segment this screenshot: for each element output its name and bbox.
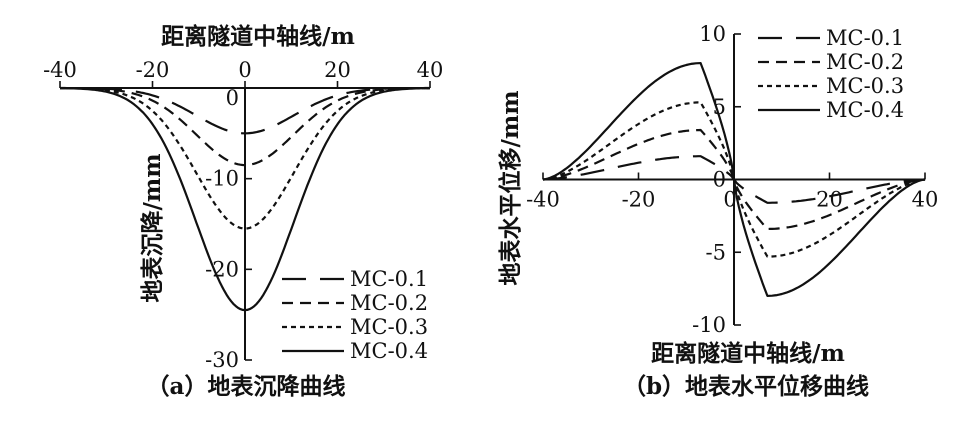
settlement-x-axis-title: 距离隧道中轴线/m: [161, 23, 355, 50]
displacement-series: [542, 62, 926, 297]
settlement-series-mc-0.4: [60, 87, 430, 312]
settlement-series-mc-0.1: [60, 86, 430, 135]
settlement-x-tick-label: 0: [238, 58, 251, 82]
settlement-x-tick-label: -40: [43, 58, 77, 82]
settlement-legend-label: MC-0.3: [350, 315, 428, 339]
displacement-y-axis-title: 地表水平位移/mm: [497, 90, 524, 285]
settlement-x-tick-label: 20: [324, 58, 351, 82]
displacement-x-tick-label: -40: [526, 188, 560, 212]
settlement-caption: （a）地表沉降曲线: [147, 373, 346, 400]
settlement-legend-label: MC-0.2: [350, 291, 428, 315]
settlement-ticks: -40 -20 0 20 400-10-20-30: [43, 58, 443, 372]
displacement-y-tick-label: 5: [713, 95, 726, 119]
settlement-y-tick-label: -30: [205, 348, 239, 372]
displacement-x-tick-label: 20: [816, 188, 843, 212]
settlement-x-tick-label: 40: [417, 58, 444, 82]
displacement-x-axis-title: 距离隧道中轴线/m: [651, 340, 845, 367]
settlement-y-tick-label: 0: [226, 86, 239, 110]
settlement-y-tick-label: -10: [205, 167, 239, 191]
displacement-y-tick-label: 10: [699, 22, 726, 46]
settlement-legend-label: MC-0.1: [350, 267, 428, 291]
displacement-legend-label: MC-0.3: [826, 74, 904, 98]
displacement-x-tick-label: -20: [622, 188, 656, 212]
displacement-legend-label: MC-0.2: [826, 50, 904, 74]
displacement-y-tick-label: -10: [692, 313, 726, 337]
displacement-legend-label: MC-0.1: [826, 26, 904, 50]
displacement-legend: MC-0.1MC-0.2MC-0.3MC-0.4: [758, 26, 904, 122]
displacement-y-tick-label: 0: [713, 168, 726, 192]
displacement-x-tick-label: 0: [723, 188, 736, 212]
displacement-ticks: -40 -20 0 20 40 10 5 0 -5 -10: [526, 22, 938, 337]
horizontal-displacement-chart: -40 -20 0 20 40 10 5 0 -5 -10 地表水平位移/mm 距离隧道中轴线/m…: [497, 22, 938, 400]
displacement-y-tick-label: -5: [706, 240, 726, 264]
settlement-series: [60, 86, 430, 312]
displacement-series-mc-0.4: [542, 62, 926, 297]
settlement-series-mc-0.2: [60, 87, 430, 167]
settlement-chart: 距离隧道中轴线/m -40 -20 0 20 400-10-20-30 地表沉降/mm …: [43, 23, 443, 400]
displacement-legend-label: MC-0.4: [826, 98, 904, 122]
settlement-y-axis-title: 地表沉降/mm: [139, 153, 166, 302]
settlement-x-tick-label: -20: [136, 58, 170, 82]
displacement-caption: （b）地表水平位移曲线: [623, 373, 869, 400]
displacement-x-tick-label: 40: [912, 188, 939, 212]
settlement-legend-label: MC-0.4: [350, 339, 428, 363]
settlement-legend: MC-0.1MC-0.2MC-0.3MC-0.4: [282, 267, 428, 363]
